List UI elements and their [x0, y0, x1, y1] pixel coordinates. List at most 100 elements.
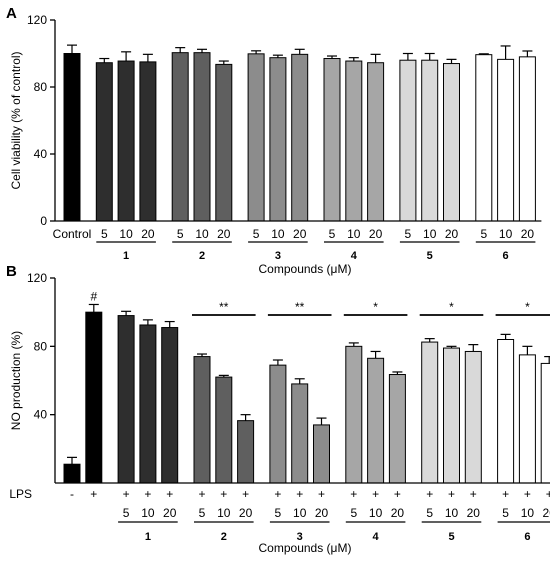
significance-label: *: [449, 300, 454, 314]
bar: [63, 463, 81, 484]
bar: [518, 56, 536, 222]
bar: [291, 383, 309, 484]
x-axis-title: Compounds (μM): [259, 541, 352, 555]
y-tick-label: 80: [34, 80, 48, 94]
bar: [247, 53, 265, 222]
lps-sign: +: [524, 487, 531, 501]
category-label: 20: [217, 227, 231, 241]
category-label: 20: [521, 227, 535, 241]
lps-sign: -: [70, 487, 74, 501]
category-label: 5: [199, 506, 206, 520]
bar: [117, 315, 135, 484]
group-label: 4: [373, 531, 380, 543]
category-label: 5: [177, 227, 184, 241]
category-label: 10: [423, 227, 437, 241]
lps-sign: +: [470, 487, 477, 501]
lps-sign: +: [166, 487, 173, 501]
lps-sign: +: [372, 487, 379, 501]
bar: [367, 357, 385, 484]
x-axis-title: Compounds (μM): [259, 262, 352, 276]
bar: [367, 62, 385, 222]
category-label: 20: [163, 506, 177, 520]
y-tick-label: 80: [34, 339, 48, 353]
category-label: 20: [239, 506, 253, 520]
y-tick-label: 120: [27, 271, 47, 285]
category-label: 5: [253, 227, 260, 241]
bar: [464, 350, 482, 484]
bar: [215, 63, 233, 222]
category-label: 10: [445, 506, 459, 520]
significance-label: **: [219, 300, 229, 314]
y-tick-label: 40: [34, 408, 48, 422]
bar: [63, 53, 81, 222]
category-label: 10: [195, 227, 209, 241]
lps-row-label: LPS: [9, 487, 32, 501]
bar: [171, 52, 189, 222]
bar: [497, 339, 515, 484]
category-label: 5: [101, 227, 108, 241]
group-label: 3: [275, 250, 281, 262]
category-label: 5: [480, 227, 487, 241]
bar: [443, 347, 460, 484]
bar: [117, 60, 135, 222]
category-label: 10: [293, 506, 307, 520]
lps-sign: +: [90, 487, 97, 501]
lps-sign: +: [350, 487, 357, 501]
category-label: Control: [53, 227, 92, 241]
group-label: 3: [297, 531, 303, 543]
category-label: 10: [141, 506, 155, 520]
category-label: 20: [315, 506, 329, 520]
category-label: 5: [123, 506, 130, 520]
category-label: 20: [391, 506, 405, 520]
category-label: 10: [347, 227, 361, 241]
lps-sign: +: [220, 487, 227, 501]
lps-sign: +: [296, 487, 303, 501]
lps-sign: +: [502, 487, 509, 501]
bar: [345, 60, 363, 222]
y-tick-label: 0: [40, 214, 47, 228]
category-label: 5: [350, 506, 357, 520]
lps-sign: +: [144, 487, 151, 501]
category-label: 5: [329, 227, 336, 241]
category-label: 5: [405, 227, 412, 241]
category-label: 20: [467, 506, 481, 520]
bar: [291, 53, 309, 222]
significance-label: **: [295, 300, 305, 314]
y-tick-label: 120: [27, 13, 47, 27]
lps-sign: +: [546, 487, 550, 501]
group-label: 6: [524, 531, 530, 543]
category-label: 10: [119, 227, 133, 241]
lps-sign: +: [123, 487, 130, 501]
group-label: 4: [351, 250, 358, 262]
category-label: 10: [521, 506, 535, 520]
bar: [193, 356, 211, 484]
bar: [215, 376, 233, 484]
lps-sign: +: [198, 487, 205, 501]
bar: [421, 341, 439, 484]
bar: [139, 61, 157, 222]
group-label: 5: [427, 250, 433, 262]
category-label: 10: [217, 506, 231, 520]
bar: [237, 420, 255, 484]
panel-label: B: [6, 263, 17, 280]
y-axis-title: NO production (%): [9, 331, 23, 430]
significance-label: *: [525, 300, 530, 314]
bar: [193, 52, 211, 222]
bar: [399, 59, 417, 222]
category-label: 10: [499, 227, 513, 241]
category-label: 20: [543, 506, 550, 520]
category-label: 20: [141, 227, 155, 241]
bar: [475, 54, 493, 222]
bar: [518, 354, 536, 484]
bar: [345, 345, 363, 484]
lps-sign: +: [318, 487, 325, 501]
group-label: 2: [199, 250, 205, 262]
bar-mark: #: [90, 289, 97, 303]
bar: [161, 327, 179, 484]
bar: [269, 57, 287, 222]
panel-label: A: [6, 5, 17, 22]
bar: [540, 362, 550, 484]
group-label: 2: [221, 531, 227, 543]
lps-sign: +: [426, 487, 433, 501]
